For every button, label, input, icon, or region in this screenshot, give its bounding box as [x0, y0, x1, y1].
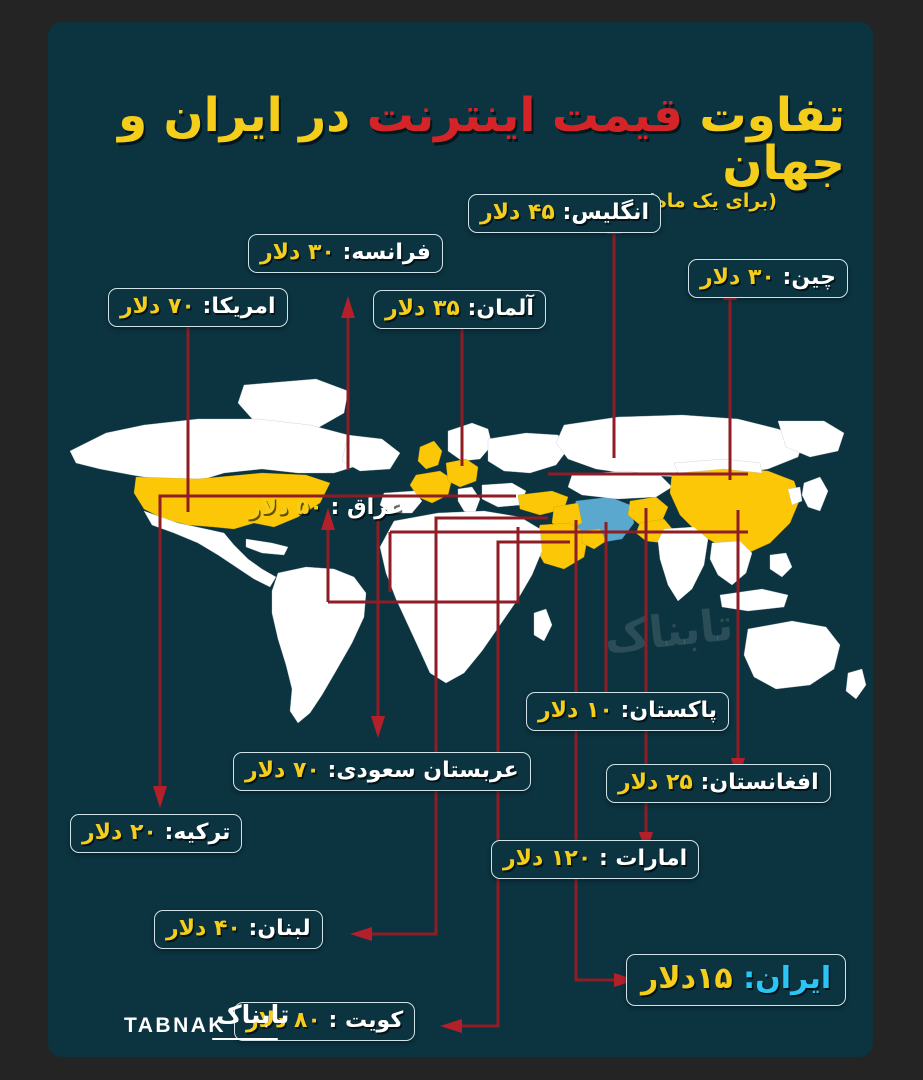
page-title: تفاوت قیمت اینترنت در ایران و جهان: [76, 92, 846, 188]
wire-head-kuwait: [440, 1019, 462, 1033]
label-germany-value: ۳۵ دلار: [385, 296, 460, 321]
landmass-africa: [379, 510, 543, 684]
landmass-italy: [457, 486, 481, 516]
label-pakistan[interactable]: پاکستان: ۱۰ دلار: [526, 692, 730, 731]
label-pakistan-value: ۱۰ دلار: [538, 698, 613, 723]
country-uk-highlight: [417, 440, 443, 470]
tabnak-logo-latin: TABNAK: [124, 1014, 227, 1037]
country-germany-highlight: [445, 458, 479, 488]
wire-head-france: [341, 296, 355, 318]
landmass-caribbean: [245, 538, 289, 556]
label-france[interactable]: فرانسه: ۳۰ دلار: [248, 234, 443, 273]
label-usa-name: امریکا:: [202, 294, 276, 319]
title-line-1: تفاوت قیمت اینترنت در ایران و جهان: [76, 92, 846, 188]
landmass-new-zealand: [845, 668, 867, 700]
label-afghanistan-value: ۲۵ دلار: [618, 770, 693, 795]
label-uae[interactable]: امارات : ۱۲۰ دلار: [491, 840, 700, 879]
label-iraq[interactable]: عراق : ۵۰ دلار: [248, 495, 403, 520]
label-lebanon-name: لبنان:: [248, 916, 311, 941]
label-afghanistan[interactable]: افغانستان: ۲۵ دلار: [606, 764, 831, 803]
label-iran-value: ۱۵دلار: [641, 961, 733, 996]
landmass-madagascar: [533, 608, 553, 642]
label-china-value: ۳۰ دلار: [700, 265, 775, 290]
subtitle: (برای یک ماه): [646, 190, 777, 212]
tabnak-logo[interactable]: TABNAK تابناک: [120, 994, 289, 1054]
landmass-southeast-asia: [709, 540, 753, 586]
landmass-australia: [743, 620, 841, 690]
landmass-korea: [787, 486, 803, 506]
label-saudi-name: عربستان سعودی:: [327, 758, 519, 783]
label-france-name: فرانسه:: [342, 240, 431, 265]
label-england-value: ۴۵ دلار: [480, 200, 555, 225]
label-afghanistan-name: افغانستان:: [700, 770, 819, 795]
landmass-siberia-east: [777, 420, 845, 458]
title-part-2: قیمت اینترنت: [366, 88, 684, 143]
world-map: [48, 377, 873, 747]
label-france-value: ۳۰ دلار: [260, 240, 335, 265]
label-germany-name: آلمان:: [467, 296, 534, 321]
label-turkey-name: ترکیه:: [164, 820, 231, 845]
label-kuwait[interactable]: کویت : ۸۰ دلار: [234, 1002, 416, 1041]
title-part-1: تفاوت: [699, 88, 846, 143]
label-germany[interactable]: آلمان: ۳۵ دلار: [373, 290, 546, 329]
wire-head-lebanon: [350, 927, 372, 941]
label-uae-name: امارات :: [598, 846, 688, 871]
landmass-india: [657, 526, 709, 602]
label-england[interactable]: انگلیس: ۴۵ دلار: [468, 194, 661, 233]
label-uae-value: ۱۲۰ دلار: [503, 846, 592, 871]
landmass-central-asia: [567, 470, 673, 500]
label-kuwait-name: کویت :: [328, 1008, 404, 1033]
label-china[interactable]: چین: ۳۰ دلار: [688, 259, 848, 298]
country-saudi-highlight: [533, 522, 589, 570]
tabnak-logo-persian: تابناک: [216, 1000, 290, 1029]
landmass-scandinavia: [447, 422, 493, 462]
landmass-europe-east: [487, 432, 569, 474]
label-usa[interactable]: امریکا: ۷۰ دلار: [108, 288, 288, 327]
label-iran-name: ایران:: [743, 961, 832, 996]
label-saudi[interactable]: عربستان سعودی: ۷۰ دلار: [233, 752, 531, 791]
label-usa-value: ۷۰ دلار: [120, 294, 195, 319]
tabnak-logo-underline: [212, 1038, 278, 1040]
label-turkey[interactable]: ترکیه: ۲۰ دلار: [70, 814, 243, 853]
landmass-philippines: [769, 552, 793, 578]
label-lebanon-value: ۴۰ دلار: [166, 916, 241, 941]
label-turkey-value: ۲۰ دلار: [82, 820, 157, 845]
label-saudi-value: ۷۰ دلار: [245, 758, 320, 783]
label-iraq-name: عراق :: [330, 495, 403, 520]
label-england-name: انگلیس:: [562, 200, 649, 225]
landmass-japan: [801, 476, 829, 512]
landmass-canada-east: [341, 434, 401, 472]
wire-head-turkey: [153, 786, 167, 808]
label-pakistan-name: پاکستان:: [620, 698, 718, 723]
label-china-name: چین:: [782, 265, 836, 290]
title-part-3: در ایران و جهان: [117, 88, 846, 191]
label-kuwait-value: ۸۰ دلار: [246, 1008, 321, 1033]
infographic-card: تفاوت قیمت اینترنت در ایران و جهان (برای…: [48, 22, 873, 1057]
landmass-north-america: [69, 418, 369, 482]
landmass-south-america: [271, 566, 367, 724]
label-lebanon[interactable]: لبنان: ۴۰ دلار: [154, 910, 323, 949]
label-iraq-value: ۵۰ دلار: [248, 495, 323, 520]
label-iran[interactable]: ایران: ۱۵دلار: [626, 954, 847, 1006]
